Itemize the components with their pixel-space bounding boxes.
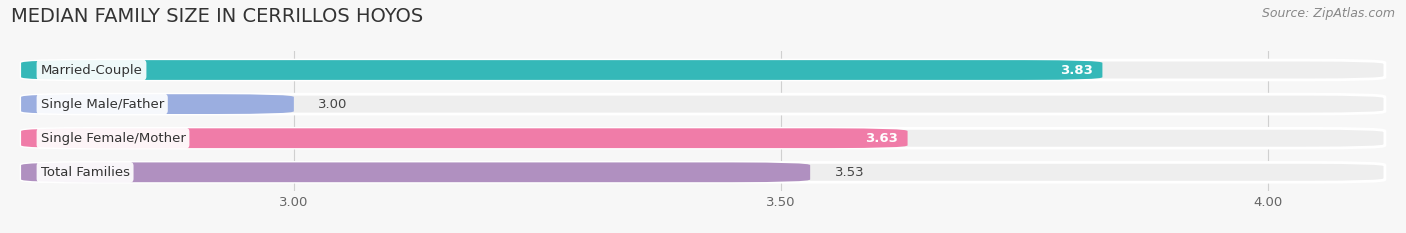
FancyBboxPatch shape xyxy=(21,94,294,114)
FancyBboxPatch shape xyxy=(21,94,1385,114)
Text: MEDIAN FAMILY SIZE IN CERRILLOS HOYOS: MEDIAN FAMILY SIZE IN CERRILLOS HOYOS xyxy=(11,7,423,26)
Text: Single Male/Father: Single Male/Father xyxy=(41,98,165,111)
Text: Total Families: Total Families xyxy=(41,166,129,179)
Text: 3.83: 3.83 xyxy=(1060,64,1092,76)
Text: Married-Couple: Married-Couple xyxy=(41,64,142,76)
Text: 3.63: 3.63 xyxy=(865,132,898,145)
FancyBboxPatch shape xyxy=(21,162,810,182)
FancyBboxPatch shape xyxy=(21,128,908,148)
FancyBboxPatch shape xyxy=(21,162,1385,182)
Text: 3.53: 3.53 xyxy=(835,166,865,179)
FancyBboxPatch shape xyxy=(21,128,1385,148)
FancyBboxPatch shape xyxy=(21,60,1385,80)
FancyBboxPatch shape xyxy=(21,60,1102,80)
Text: Source: ZipAtlas.com: Source: ZipAtlas.com xyxy=(1261,7,1395,20)
Text: Single Female/Mother: Single Female/Mother xyxy=(41,132,186,145)
Text: 3.00: 3.00 xyxy=(318,98,347,111)
